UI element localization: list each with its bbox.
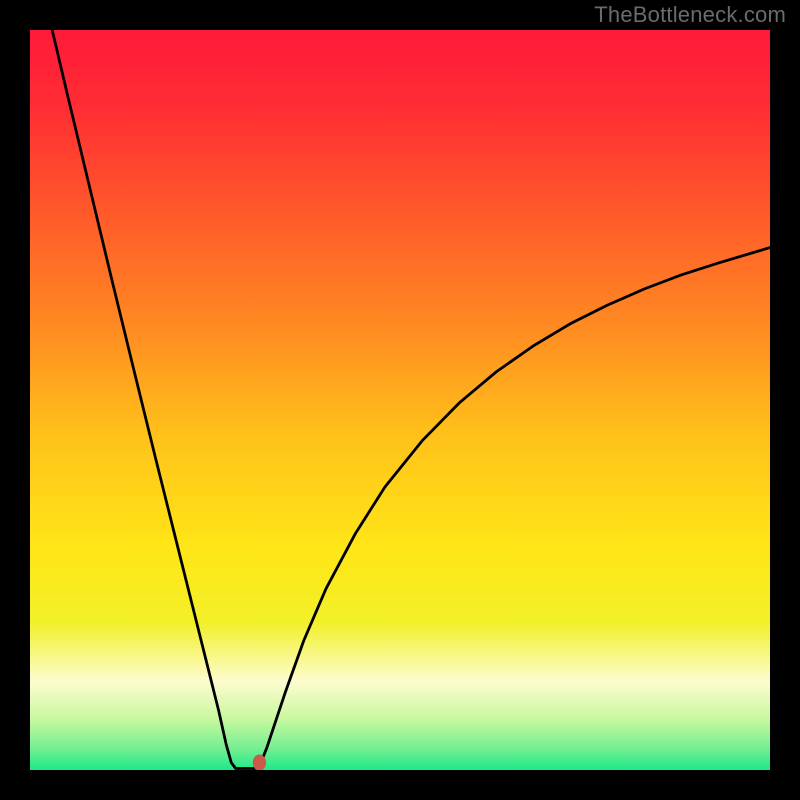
bottleneck-curve-chart xyxy=(30,30,770,770)
minimum-marker xyxy=(253,754,266,770)
chart-frame: TheBottleneck.com xyxy=(0,0,800,800)
watermark-text: TheBottleneck.com xyxy=(594,2,786,28)
